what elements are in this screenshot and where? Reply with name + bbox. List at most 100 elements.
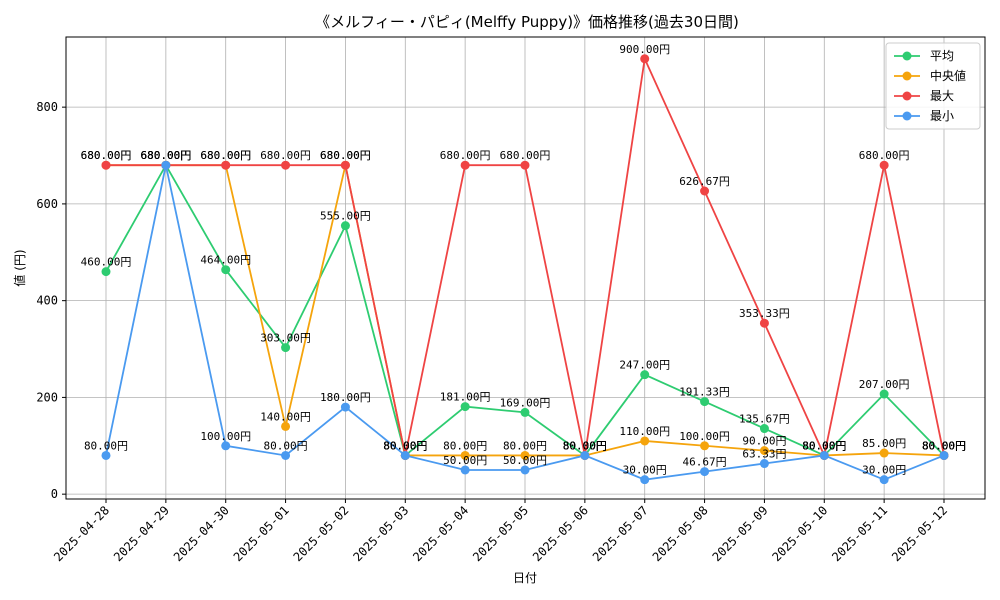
data-label: 181.00円 — [440, 391, 491, 404]
plot-frame — [65, 36, 986, 500]
data-label: 680.00円 — [140, 149, 191, 162]
data-label: 169.00円 — [500, 396, 551, 409]
data-label: 80.00円 — [383, 439, 427, 452]
data-label: 80.00円 — [922, 439, 966, 452]
grid — [66, 37, 985, 499]
data-label: 680.00円 — [81, 149, 132, 162]
data-label: 680.00円 — [440, 149, 491, 162]
data-label: 460.00円 — [81, 256, 132, 269]
data-point — [939, 450, 949, 460]
data-label: 680.00円 — [500, 149, 551, 162]
data-label: 191.33円 — [679, 386, 730, 399]
data-point — [281, 343, 291, 353]
y-tick-label: 800 — [36, 100, 58, 114]
data-point — [700, 467, 710, 477]
data-label: 180.00円 — [320, 391, 371, 404]
data-label: 90.00円 — [742, 435, 786, 448]
data-label: 303.00円 — [260, 332, 311, 345]
x-axis-label: 日付 — [513, 571, 537, 585]
axes: 2025-04-282025-04-292025-04-302025-05-01… — [36, 100, 950, 564]
x-tick-label: 2025-05-09 — [710, 503, 771, 564]
legend-box — [885, 42, 981, 130]
data-label: 85.00円 — [862, 437, 906, 450]
legend-label: 最小 — [930, 109, 954, 123]
y-axis-label: 値 (円) — [12, 249, 27, 286]
x-tick-label: 2025-05-11 — [829, 503, 890, 564]
data-label: 80.00円 — [503, 439, 547, 452]
data-label: 80.00円 — [922, 439, 966, 452]
data-label: 50.00円 — [503, 454, 547, 467]
data-label: 680.00円 — [200, 149, 251, 162]
data-label: 135.67円 — [739, 413, 790, 426]
data-point — [520, 450, 530, 460]
data-point — [221, 160, 231, 170]
data-label: 46.67円 — [683, 456, 727, 469]
data-labels: 460.00円 680.00円 464.00円 303.00円 555.00円 80.00… — [81, 43, 966, 477]
data-point — [460, 450, 470, 460]
data-point — [460, 402, 470, 412]
data-label: 80.00円 — [84, 439, 128, 452]
data-point — [580, 450, 590, 460]
data-point — [281, 450, 291, 460]
data-point — [879, 448, 889, 458]
x-tick-label: 2025-05-07 — [590, 503, 651, 564]
series-layer — [101, 54, 949, 485]
x-tick-label: 2025-05-12 — [889, 503, 950, 564]
data-point — [281, 421, 291, 431]
data-point — [520, 160, 530, 170]
data-label: 207.00円 — [859, 378, 910, 391]
data-label: 80.00円 — [383, 439, 427, 452]
data-label: 680.00円 — [260, 149, 311, 162]
x-tick-label: 2025-05-02 — [291, 503, 352, 564]
data-point — [221, 441, 231, 451]
legend-swatch-marker — [902, 71, 912, 81]
data-point — [640, 370, 650, 380]
data-label: 30.00円 — [862, 464, 906, 477]
data-label: 80.00円 — [922, 439, 966, 452]
x-tick-label: 2025-05-05 — [470, 503, 531, 564]
data-label: 680.00円 — [140, 149, 191, 162]
x-tick-label: 2025-05-08 — [650, 503, 711, 564]
data-label: 100.00円 — [679, 430, 730, 443]
data-label: 80.00円 — [563, 439, 607, 452]
data-point — [879, 160, 889, 170]
data-label: 680.00円 — [200, 149, 251, 162]
legend-label: 最大 — [930, 89, 954, 103]
data-point — [879, 389, 889, 399]
data-label: 680.00円 — [320, 149, 371, 162]
data-point — [819, 450, 829, 460]
data-point — [759, 424, 769, 434]
data-point — [640, 475, 650, 485]
data-label: 80.00円 — [802, 439, 846, 452]
legend-label: 平均 — [930, 49, 954, 63]
data-label: 50.00円 — [443, 454, 487, 467]
data-label: 626.67円 — [679, 175, 730, 188]
legend-swatch-marker — [902, 91, 912, 101]
x-tick-label: 2025-04-28 — [51, 503, 112, 564]
data-point — [700, 186, 710, 196]
data-label: 80.00円 — [922, 439, 966, 452]
data-point — [700, 397, 710, 407]
y-tick-label: 600 — [36, 197, 58, 211]
data-point — [879, 475, 889, 485]
data-point — [340, 160, 350, 170]
data-point — [640, 436, 650, 446]
data-point — [101, 160, 111, 170]
data-label: 80.00円 — [802, 439, 846, 452]
data-label: 353.33円 — [739, 307, 790, 320]
data-label: 80.00円 — [802, 439, 846, 452]
data-label: 680.00円 — [859, 149, 910, 162]
data-point — [221, 265, 231, 275]
data-point — [460, 160, 470, 170]
data-label: 464.00円 — [200, 254, 251, 267]
data-point — [281, 160, 291, 170]
data-point — [759, 446, 769, 456]
x-tick-label: 2025-04-29 — [111, 503, 172, 564]
data-point — [161, 160, 171, 170]
data-label: 80.00円 — [563, 439, 607, 452]
data-point — [460, 465, 470, 475]
data-label: 247.00円 — [619, 359, 670, 372]
data-label: 680.00円 — [140, 149, 191, 162]
